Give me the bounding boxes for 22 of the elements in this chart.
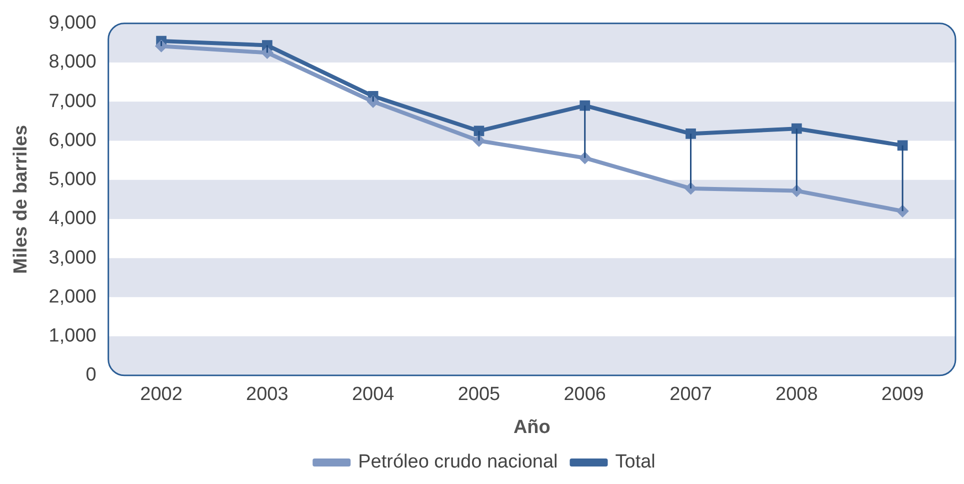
x-tick-label: 2006 [564, 384, 606, 406]
y-tick-label: 0 [86, 364, 96, 386]
y-tick-label: 6,000 [48, 130, 96, 151]
y-tick-label: 9,000 [48, 12, 96, 34]
x-tick-label: 2007 [670, 384, 712, 406]
y-tick-label: 3,000 [48, 247, 96, 268]
x-tick-label: 2004 [352, 384, 395, 406]
x-axis-title: Año [513, 416, 550, 438]
legend-label: Petróleo crudo nacional [358, 452, 558, 473]
y-tick-label: 1,000 [48, 326, 96, 347]
y-tick-label: 4,000 [48, 208, 96, 230]
x-tick-label: 2009 [881, 384, 924, 406]
y-tick-label: 7,000 [48, 90, 96, 112]
x-tick-label: 2002 [140, 384, 182, 406]
y-tick-label: 2,000 [48, 286, 96, 308]
x-tick-label: 2005 [458, 384, 500, 406]
y-axis-title: Miles de barriles [10, 124, 32, 274]
x-tick-label: 2003 [246, 384, 288, 406]
x-tick-label: 2008 [776, 384, 818, 406]
y-tick-label: 5,000 [48, 169, 96, 190]
legend-label: Total [615, 452, 656, 473]
y-tick-label: 8,000 [48, 52, 96, 73]
